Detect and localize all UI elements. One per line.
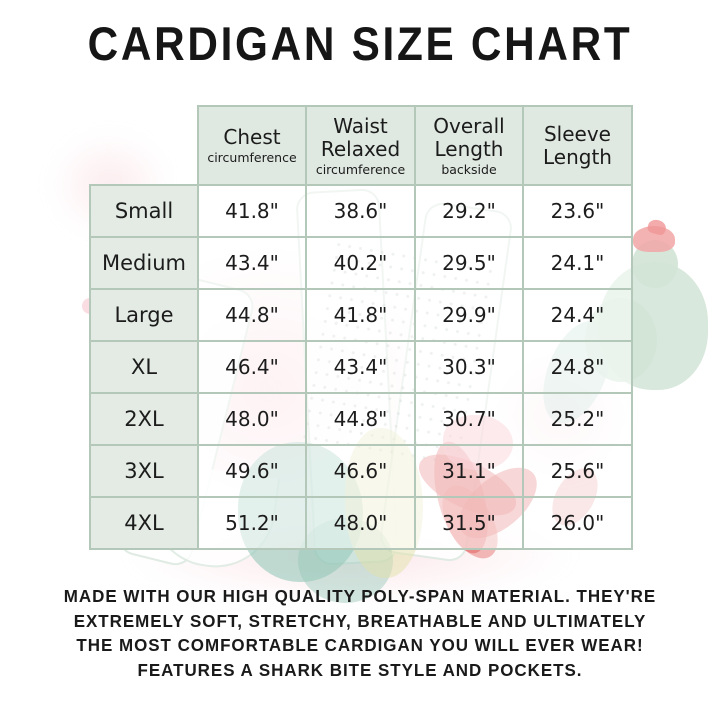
value-cell: 24.4" [522,288,633,342]
description-line: MADE WITH OUR HIGH QUALITY POLY-SPAN MAT… [63,586,657,606]
value-cell: 30.7" [414,392,524,446]
value-cell: 43.4" [197,236,307,290]
table-row: Small 41.8" 38.6" 29.2" 23.6" [89,184,633,238]
value-cell: 38.6" [305,184,416,238]
value-cell: 41.8" [305,288,416,342]
size-cell: Large [89,288,199,342]
table-row: Large 44.8" 41.8" 29.9" 24.4" [89,288,633,342]
value-cell: 23.6" [522,184,633,238]
table-row: 3XL 49.6" 46.6" 31.1" 25.6" [89,444,633,498]
size-cell: Medium [89,236,199,290]
table-row: XL 46.4" 43.4" 30.3" 24.8" [89,340,633,394]
size-chart-table: Chest circumference Waist Relaxed circum… [89,105,633,550]
column-header-chest: Chest circumference [197,105,307,186]
table-row: 2XL 48.0" 44.8" 30.7" 25.2" [89,392,633,446]
value-cell: 24.8" [522,340,633,394]
value-cell: 25.6" [522,444,633,498]
size-cell: 4XL [89,496,199,550]
value-cell: 49.6" [197,444,307,498]
watermark-cactus-bloom-icon [646,217,668,237]
description-line: THE MOST COMFORTABLE CARDIGAN YOU WILL E… [76,635,644,655]
column-sublabel: circumference [207,150,297,165]
value-cell: 40.2" [305,236,416,290]
value-cell: 46.6" [305,444,416,498]
column-label: Relaxed [320,136,401,161]
table-row: 4XL 51.2" 48.0" 31.5" 26.0" [89,496,633,550]
column-label: Overall [433,113,505,138]
watermark-cactus-icon [632,240,678,288]
column-label: Waist [333,113,388,138]
value-cell: 43.4" [305,340,416,394]
value-cell: 29.2" [414,184,524,238]
description-line: EXTREMELY SOFT, STRETCHY, BREATHABLE AND… [73,610,647,631]
value-cell: 24.1" [522,236,633,290]
column-label: Sleeve [543,121,611,146]
watermark-cactus-bloom-icon [633,226,675,252]
column-label: Length [543,144,612,169]
size-cell: XL [89,340,199,394]
corner-cell [90,106,198,185]
size-cell: 2XL [89,392,199,446]
value-cell: 25.2" [522,392,633,446]
table-row: Medium 43.4" 40.2" 29.5" 24.1" [89,236,633,290]
value-cell: 48.0" [305,496,416,550]
description-line: FEATURES A SHARK BITE STYLE AND POCKETS. [137,659,583,680]
column-header-sleeve-length: Sleeve Length [522,105,633,186]
column-label: Chest [223,125,281,149]
header-row: Chest circumference Waist Relaxed circum… [90,105,633,186]
value-cell: 44.8" [197,288,307,342]
value-cell: 48.0" [197,392,307,446]
value-cell: 26.0" [522,496,633,550]
value-cell: 46.4" [197,340,307,394]
size-cell: 3XL [89,444,199,498]
material-description: MADE WITH OUR HIGH QUALITY POLY-SPAN MAT… [11,584,709,682]
column-sublabel: circumference [315,161,406,177]
value-cell: 41.8" [197,184,307,238]
value-cell: 29.9" [414,288,524,342]
column-label: Length [434,136,504,161]
value-cell: 30.3" [414,340,524,394]
value-cell: 31.1" [414,444,524,498]
value-cell: 31.5" [414,496,524,550]
value-cell: 29.5" [414,236,524,290]
page-title: CARDIGAN SIZE CHART [87,17,633,70]
column-header-overall-length: Overall Length backside [414,105,524,186]
value-cell: 51.2" [197,496,307,550]
size-cell: Small [89,184,199,238]
column-sublabel: backside [441,161,497,177]
value-cell: 44.8" [305,392,416,446]
column-header-waist: Waist Relaxed circumference [305,105,416,186]
